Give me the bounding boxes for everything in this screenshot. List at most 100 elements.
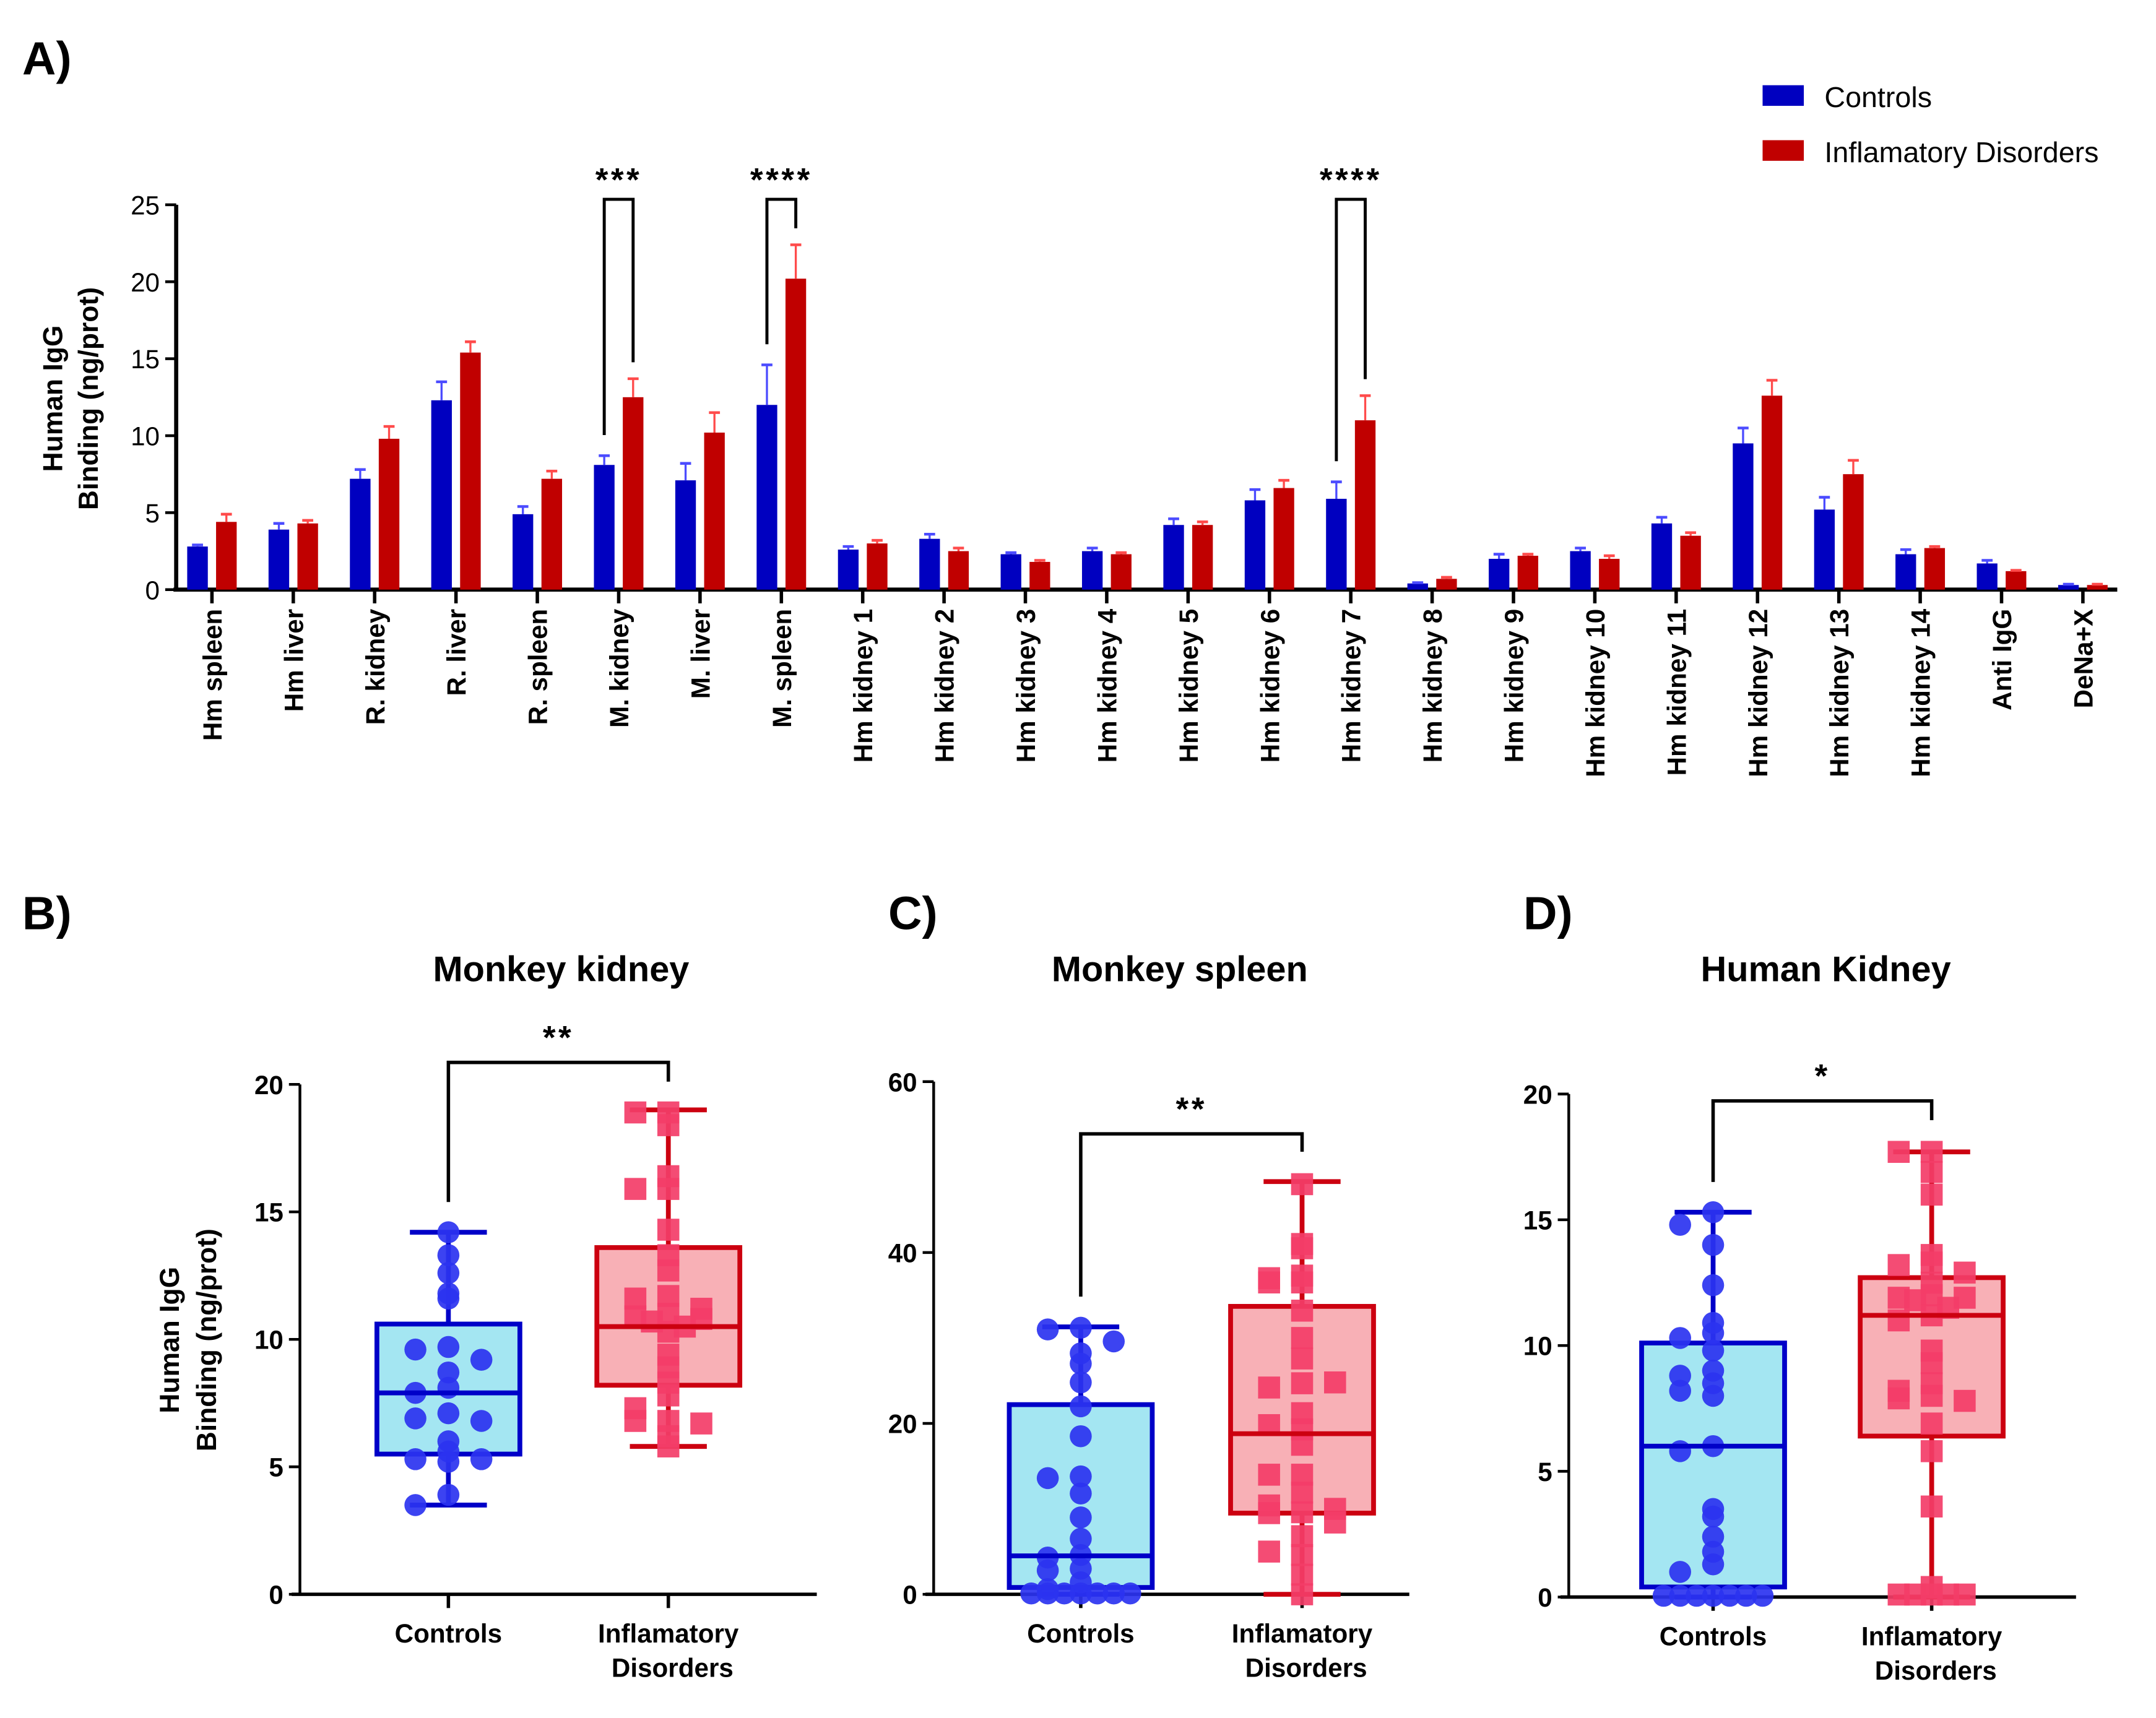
data-point-controls	[1669, 1327, 1691, 1349]
bar-inflamatory	[378, 438, 400, 590]
data-point-controls	[470, 1349, 493, 1371]
y-tick-label: 25	[131, 191, 160, 220]
data-point-inflamatory	[1291, 1525, 1314, 1548]
data-point-controls	[1070, 1352, 1092, 1375]
data-point-inflamatory	[1920, 1412, 1943, 1435]
data-point-controls	[1702, 1274, 1725, 1297]
y-tick-label: 60	[888, 1068, 917, 1097]
data-point-controls	[1669, 1379, 1691, 1402]
x-tick-label: Hm kidney 14	[1907, 608, 1936, 777]
bar-controls	[1326, 498, 1347, 590]
data-point-controls	[1070, 1506, 1092, 1529]
bar-controls	[675, 480, 696, 590]
panel-b-title: Monkey kidney	[433, 950, 690, 990]
data-point-inflamatory	[624, 1410, 647, 1432]
data-point-inflamatory	[1920, 1251, 1943, 1274]
data-point-inflamatory	[1887, 1141, 1910, 1163]
significance-bracket	[602, 197, 635, 436]
y-tick-label: 10	[131, 422, 160, 451]
data-point-inflamatory	[1291, 1173, 1314, 1196]
data-point-controls	[1702, 1584, 1725, 1607]
y-tick-label: 0	[1538, 1583, 1552, 1612]
x-tick-label: Inflamatory Disorders	[1232, 1619, 1373, 1683]
significance-bracket	[1079, 1132, 1304, 1297]
data-point-controls	[1102, 1330, 1125, 1353]
data-point-controls	[437, 1483, 460, 1506]
data-point-controls	[404, 1448, 426, 1470]
data-point-inflamatory	[1291, 1372, 1314, 1394]
data-point-controls	[1718, 1584, 1741, 1607]
y-tick-label: 15	[254, 1198, 284, 1227]
data-point-inflamatory	[690, 1412, 712, 1435]
x-tick-label: Hm kidney 13	[1825, 609, 1854, 777]
data-point-controls	[1036, 1318, 1059, 1340]
x-tick-label-line2: Disorders	[1875, 1656, 1997, 1685]
data-point-controls	[1702, 1505, 1725, 1528]
bar-controls	[1081, 551, 1103, 590]
data-point-inflamatory	[1937, 1583, 1960, 1606]
x-tick-label: R. spleen	[524, 609, 553, 725]
data-point-controls	[1070, 1425, 1092, 1448]
bar-controls	[513, 514, 534, 590]
bar-controls	[431, 400, 452, 590]
y-tick-label: 20	[254, 1071, 284, 1100]
x-tick-label: R. kidney	[361, 608, 390, 725]
data-point-controls	[1020, 1582, 1042, 1605]
data-point-controls	[1036, 1467, 1059, 1490]
data-point-controls	[1070, 1527, 1092, 1550]
bar-controls	[1733, 443, 1754, 590]
bar-controls	[756, 405, 777, 590]
x-tick-label: Hm spleen	[198, 609, 227, 741]
bar-inflamatory	[1680, 535, 1701, 590]
x-tick-label: Anti IgG	[1988, 609, 2017, 710]
legend-swatch-controls	[1762, 85, 1804, 106]
data-point-inflamatory	[1954, 1261, 1976, 1284]
bar-inflamatory	[1029, 561, 1050, 590]
x-tick-label: Hm kidney 10	[1581, 609, 1610, 777]
bar-controls	[1895, 554, 1916, 590]
data-point-controls	[470, 1410, 493, 1432]
significance-label: ****	[750, 162, 813, 199]
data-point-inflamatory	[1291, 1563, 1314, 1586]
data-point-controls	[470, 1448, 493, 1470]
bar-inflamatory	[1924, 548, 1946, 590]
x-tick-label: M. kidney	[605, 608, 634, 728]
data-point-inflamatory	[657, 1178, 680, 1200]
bar-controls	[268, 529, 290, 590]
bar-inflamatory	[1192, 525, 1213, 590]
bar-controls	[1814, 509, 1835, 590]
data-point-controls	[1086, 1582, 1109, 1605]
data-point-inflamatory	[1291, 1237, 1314, 1259]
data-point-inflamatory	[1258, 1502, 1280, 1524]
data-point-controls	[404, 1407, 426, 1430]
x-tick-label: DeNa+X	[2069, 609, 2098, 709]
bar-controls	[1570, 551, 1591, 590]
y-tick-label: 5	[269, 1453, 283, 1482]
x-tick-label: Controls	[1660, 1621, 1767, 1651]
data-point-inflamatory	[1291, 1433, 1314, 1456]
panel-b: B) Monkey kidney Human IgG Binding (ng/p…	[22, 887, 817, 1682]
significance-label: **	[1176, 1091, 1207, 1128]
y-axis-title-line1: Human IgG	[38, 326, 68, 472]
bar-inflamatory	[2006, 571, 2027, 590]
data-point-controls	[437, 1376, 460, 1399]
data-point-inflamatory	[1887, 1387, 1910, 1410]
significance-label: **	[543, 1019, 574, 1056]
data-point-inflamatory	[657, 1114, 680, 1136]
data-point-controls	[437, 1361, 460, 1384]
panel-a-label: A)	[22, 32, 72, 84]
panel-c-title: Monkey spleen	[1052, 950, 1308, 990]
bar-inflamatory	[785, 278, 807, 590]
significance-bracket	[1335, 197, 1367, 462]
x-tick-label: Inflamatory Disorders	[1861, 1621, 2002, 1685]
bar-inflamatory	[1436, 579, 1457, 590]
bar-controls	[919, 538, 940, 590]
data-point-controls	[1070, 1482, 1092, 1504]
data-point-inflamatory	[1920, 1495, 1943, 1518]
bar-controls	[2058, 585, 2079, 590]
panel-d: D) Human Kidney 0 5 10 15 20 Controls Inflamat…	[1523, 887, 2076, 1685]
data-point-inflamatory	[1920, 1141, 1943, 1163]
y-tick-label: 40	[888, 1238, 917, 1267]
data-point-inflamatory	[1887, 1309, 1910, 1332]
